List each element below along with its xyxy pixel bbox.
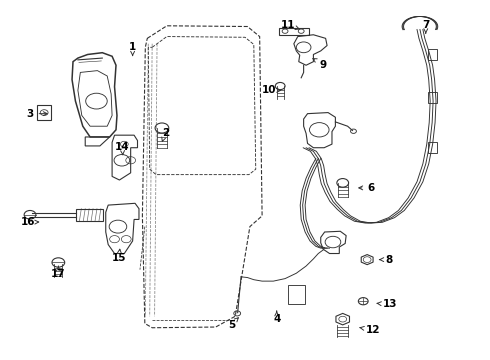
Text: 2: 2	[162, 128, 169, 141]
Bar	[37, 105, 51, 120]
Bar	[288, 285, 305, 304]
Text: 1: 1	[129, 42, 136, 55]
Text: 14: 14	[115, 141, 130, 155]
Text: 3: 3	[26, 109, 47, 119]
Text: 17: 17	[51, 266, 66, 279]
Text: 5: 5	[228, 318, 238, 329]
Text: 4: 4	[273, 311, 280, 324]
Bar	[428, 49, 437, 60]
Bar	[428, 92, 437, 103]
Text: 11: 11	[281, 20, 299, 30]
Text: 16: 16	[20, 217, 39, 227]
Text: 8: 8	[380, 255, 393, 265]
Text: 12: 12	[360, 325, 380, 335]
Bar	[279, 28, 309, 35]
Bar	[76, 209, 103, 221]
Text: 10: 10	[262, 85, 281, 95]
Text: 6: 6	[359, 183, 375, 193]
Text: 9: 9	[313, 59, 327, 69]
Text: 13: 13	[377, 300, 397, 310]
Text: 15: 15	[112, 249, 126, 263]
Text: 7: 7	[422, 20, 429, 33]
Bar	[428, 142, 437, 153]
